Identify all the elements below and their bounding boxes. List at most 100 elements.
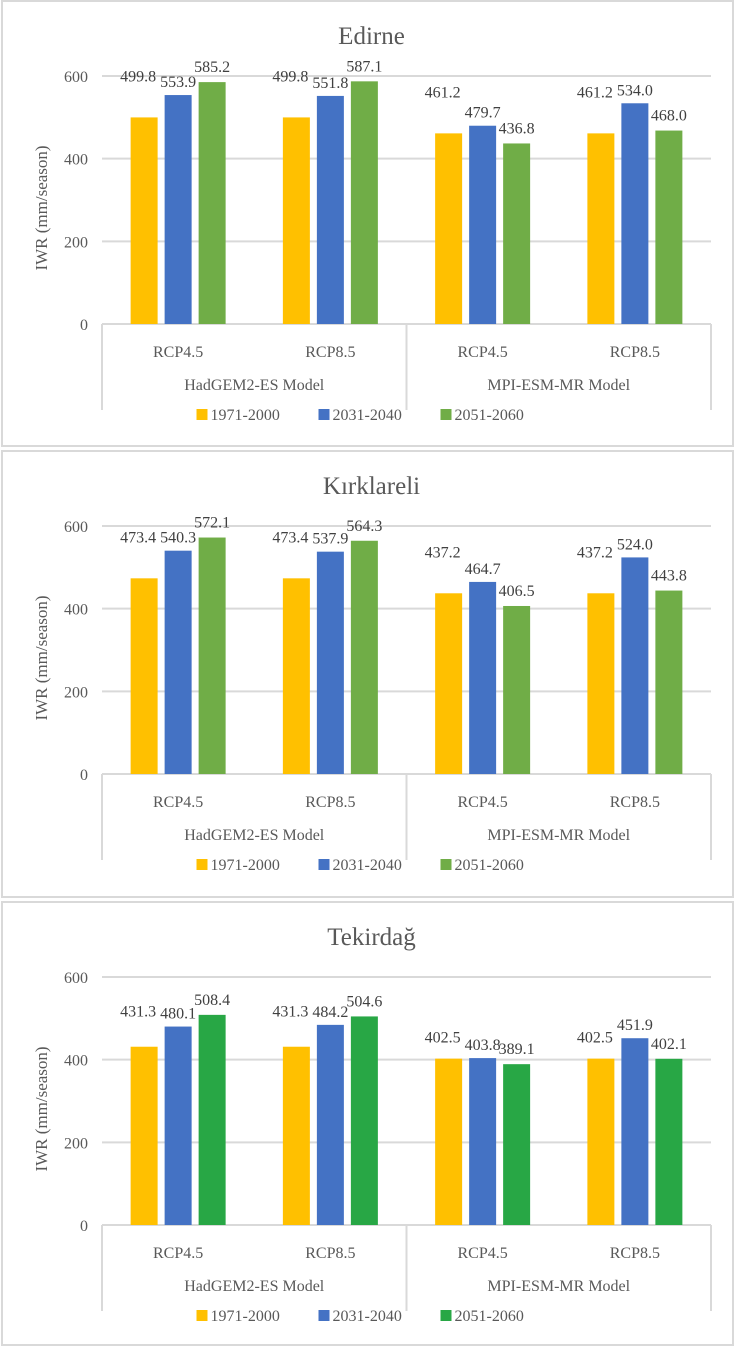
legend-swatch <box>440 1310 452 1321</box>
x-category-label: RCP4.5 <box>153 1245 203 1262</box>
data-label: 461.2 <box>425 84 461 101</box>
y-tick-label: 400 <box>64 602 88 619</box>
data-label: 499.8 <box>272 68 308 85</box>
bar <box>316 551 344 774</box>
x-category-label: RCP4.5 <box>458 1245 508 1262</box>
data-label: 504.6 <box>346 993 382 1010</box>
y-tick-label: 0 <box>80 317 88 334</box>
bar <box>130 1046 158 1225</box>
data-label: 473.4 <box>272 529 308 546</box>
y-tick-label: 600 <box>64 69 88 86</box>
legend-swatch <box>440 859 452 870</box>
bar <box>164 550 192 774</box>
bar <box>130 117 158 324</box>
bar <box>587 593 615 774</box>
data-label: 443.8 <box>651 568 687 585</box>
data-label: 479.7 <box>465 105 501 122</box>
bar <box>621 103 649 324</box>
data-label: 587.1 <box>346 58 382 75</box>
x-category-label: RCP8.5 <box>305 794 355 811</box>
y-tick-label: 400 <box>64 152 88 169</box>
bar <box>435 133 463 324</box>
y-tick-label: 200 <box>64 1135 88 1152</box>
chart-title: Kırklareli <box>323 473 420 500</box>
y-tick-label: 600 <box>64 519 88 536</box>
legend-swatch <box>196 1310 208 1321</box>
legend-swatch <box>318 859 330 870</box>
x-group-label: HadGEM2-ES Model <box>184 1278 325 1295</box>
legend-label: 1971-2000 <box>211 857 280 874</box>
bar <box>655 130 683 324</box>
data-label: 508.4 <box>194 992 230 1009</box>
bar <box>655 590 683 774</box>
chart-edirne: Edirne 0 200 400 600 IWR (mm/season) RCP4.5 RCP… <box>32 23 712 424</box>
bar <box>316 1024 344 1225</box>
x-category-label: RCP8.5 <box>305 344 355 361</box>
data-label: 537.9 <box>312 531 348 548</box>
chart-panel-edirne: Edirne 0 200 400 600 IWR (mm/season) RCP4.5 RCP… <box>1 0 734 447</box>
data-label: 540.3 <box>160 530 196 547</box>
chart-panel-tekirdag: Tekirdağ 0 200 400 600 IWR (mm/season) RCP4.5 R… <box>1 901 734 1346</box>
legend-label: 2031-2040 <box>333 857 402 874</box>
y-tick-label: 600 <box>64 970 88 987</box>
y-axis-label: IWR (mm/season) <box>32 595 51 720</box>
data-label: 461.2 <box>577 84 613 101</box>
legend-swatch <box>440 409 452 420</box>
y-tick-label: 400 <box>64 1053 88 1070</box>
bar <box>198 82 226 324</box>
data-label: 585.2 <box>194 59 230 76</box>
data-label: 473.4 <box>120 529 156 546</box>
data-label: 484.2 <box>312 1004 348 1021</box>
legend-label: 2051-2060 <box>455 407 524 424</box>
x-group-label: MPI-ESM-MR Model <box>487 827 630 844</box>
chart-title: Edirne <box>338 23 405 50</box>
bar <box>503 143 531 324</box>
data-label: 389.1 <box>499 1041 535 1058</box>
x-group-label: MPI-ESM-MR Model <box>487 377 630 394</box>
chart-panel-kirklareli: Kırklareli 0 200 400 600 IWR (mm/season) RCP4.… <box>1 450 734 898</box>
x-category-label: RCP4.5 <box>458 794 508 811</box>
data-label: 437.2 <box>425 544 461 561</box>
data-label: 436.8 <box>499 120 535 137</box>
data-label: 572.1 <box>194 515 230 532</box>
legend-label: 2051-2060 <box>455 1308 524 1325</box>
data-label: 402.1 <box>651 1036 687 1053</box>
data-label: 402.5 <box>577 1030 613 1047</box>
data-label: 451.9 <box>617 1017 653 1034</box>
bar <box>350 1016 378 1225</box>
chart-title: Tekirdağ <box>327 924 416 951</box>
x-category-label: RCP4.5 <box>153 794 203 811</box>
data-label: 553.9 <box>160 74 196 91</box>
x-category-label: RCP8.5 <box>610 344 660 361</box>
data-label: 402.5 <box>425 1030 461 1047</box>
bar <box>469 125 497 324</box>
data-label: 464.7 <box>465 561 501 578</box>
data-label: 437.2 <box>577 544 613 561</box>
data-label: 468.0 <box>651 108 687 125</box>
data-label: 551.8 <box>312 75 348 92</box>
legend-label: 2051-2060 <box>455 857 524 874</box>
data-label: 534.0 <box>617 82 653 99</box>
bar <box>435 1058 463 1225</box>
x-category-label: RCP8.5 <box>610 1245 660 1262</box>
x-group-label: HadGEM2-ES Model <box>184 377 325 394</box>
x-group-label: HadGEM2-ES Model <box>184 827 325 844</box>
bar <box>503 1064 531 1225</box>
legend-label: 1971-2000 <box>211 407 280 424</box>
y-tick-label: 0 <box>80 767 88 784</box>
data-label: 499.8 <box>120 68 156 85</box>
bar <box>621 1038 649 1225</box>
y-axis-label: IWR (mm/season) <box>32 145 51 270</box>
bar <box>164 1026 192 1225</box>
bar <box>164 95 192 325</box>
legend-swatch <box>196 859 208 870</box>
bar <box>198 537 226 774</box>
legend-label: 2031-2040 <box>333 1308 402 1325</box>
y-axis-label: IWR (mm/season) <box>32 1046 51 1171</box>
x-category-label: RCP4.5 <box>153 344 203 361</box>
bar <box>130 578 158 774</box>
data-label: 403.8 <box>465 1037 501 1054</box>
data-label: 564.3 <box>346 518 382 535</box>
bar <box>350 81 378 324</box>
data-label: 524.0 <box>617 536 653 553</box>
